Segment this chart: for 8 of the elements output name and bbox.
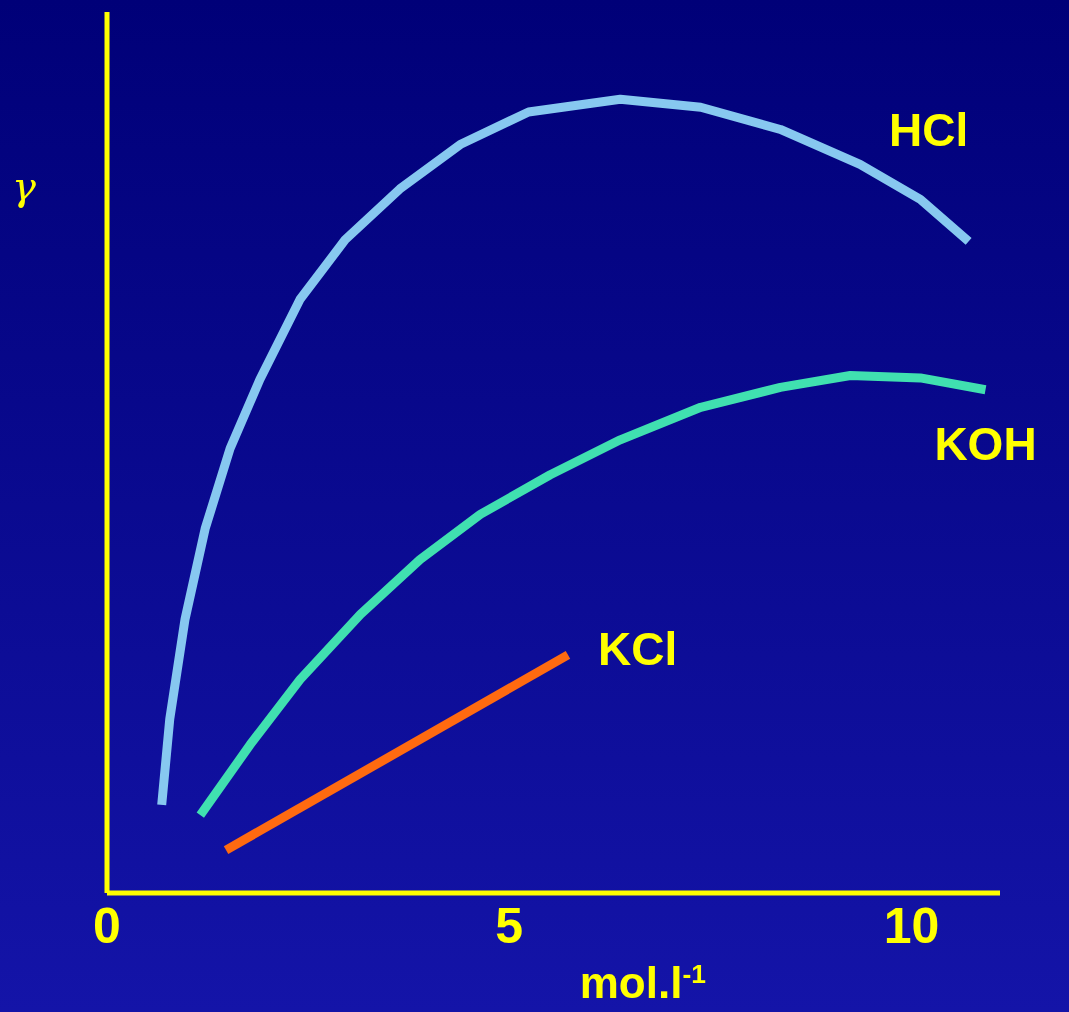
y-axis-title: γ [12,163,36,209]
x-tick-label: 10 [883,898,940,954]
x-axis-title: mol.l$^{-1}$ [579,958,706,1007]
series-label: KOH [934,417,1037,470]
series-label: KCl [597,622,678,675]
x-tick-label: 5 [495,898,524,954]
x-tick-label: 0 [93,898,121,954]
series-label: HCl [889,104,969,157]
